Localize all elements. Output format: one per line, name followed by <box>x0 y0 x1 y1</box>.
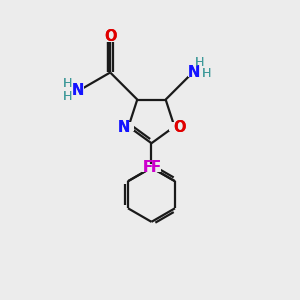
Text: N: N <box>117 120 130 135</box>
Bar <box>72 86 84 94</box>
Text: N: N <box>188 65 200 80</box>
Text: N: N <box>72 83 84 98</box>
Bar <box>150 164 161 172</box>
Text: O: O <box>104 29 116 44</box>
Text: F: F <box>142 160 153 175</box>
Text: H: H <box>201 68 211 80</box>
Text: F: F <box>150 160 161 175</box>
Text: H: H <box>63 90 72 103</box>
Text: H: H <box>194 56 204 69</box>
Text: H: H <box>194 56 204 69</box>
Bar <box>188 68 200 77</box>
Bar <box>123 122 134 131</box>
Text: H: H <box>63 90 72 103</box>
Text: O: O <box>104 29 116 44</box>
Bar <box>169 122 180 131</box>
Text: O: O <box>173 120 186 135</box>
Bar <box>142 164 153 172</box>
Text: H: H <box>63 77 72 90</box>
Text: N: N <box>188 65 200 80</box>
Text: H: H <box>63 77 72 90</box>
Text: F: F <box>142 160 153 175</box>
Bar <box>105 32 116 41</box>
Text: O: O <box>173 120 186 135</box>
Text: N: N <box>72 83 84 98</box>
Text: N: N <box>117 120 130 135</box>
Text: H: H <box>201 68 211 80</box>
Text: F: F <box>150 160 161 175</box>
